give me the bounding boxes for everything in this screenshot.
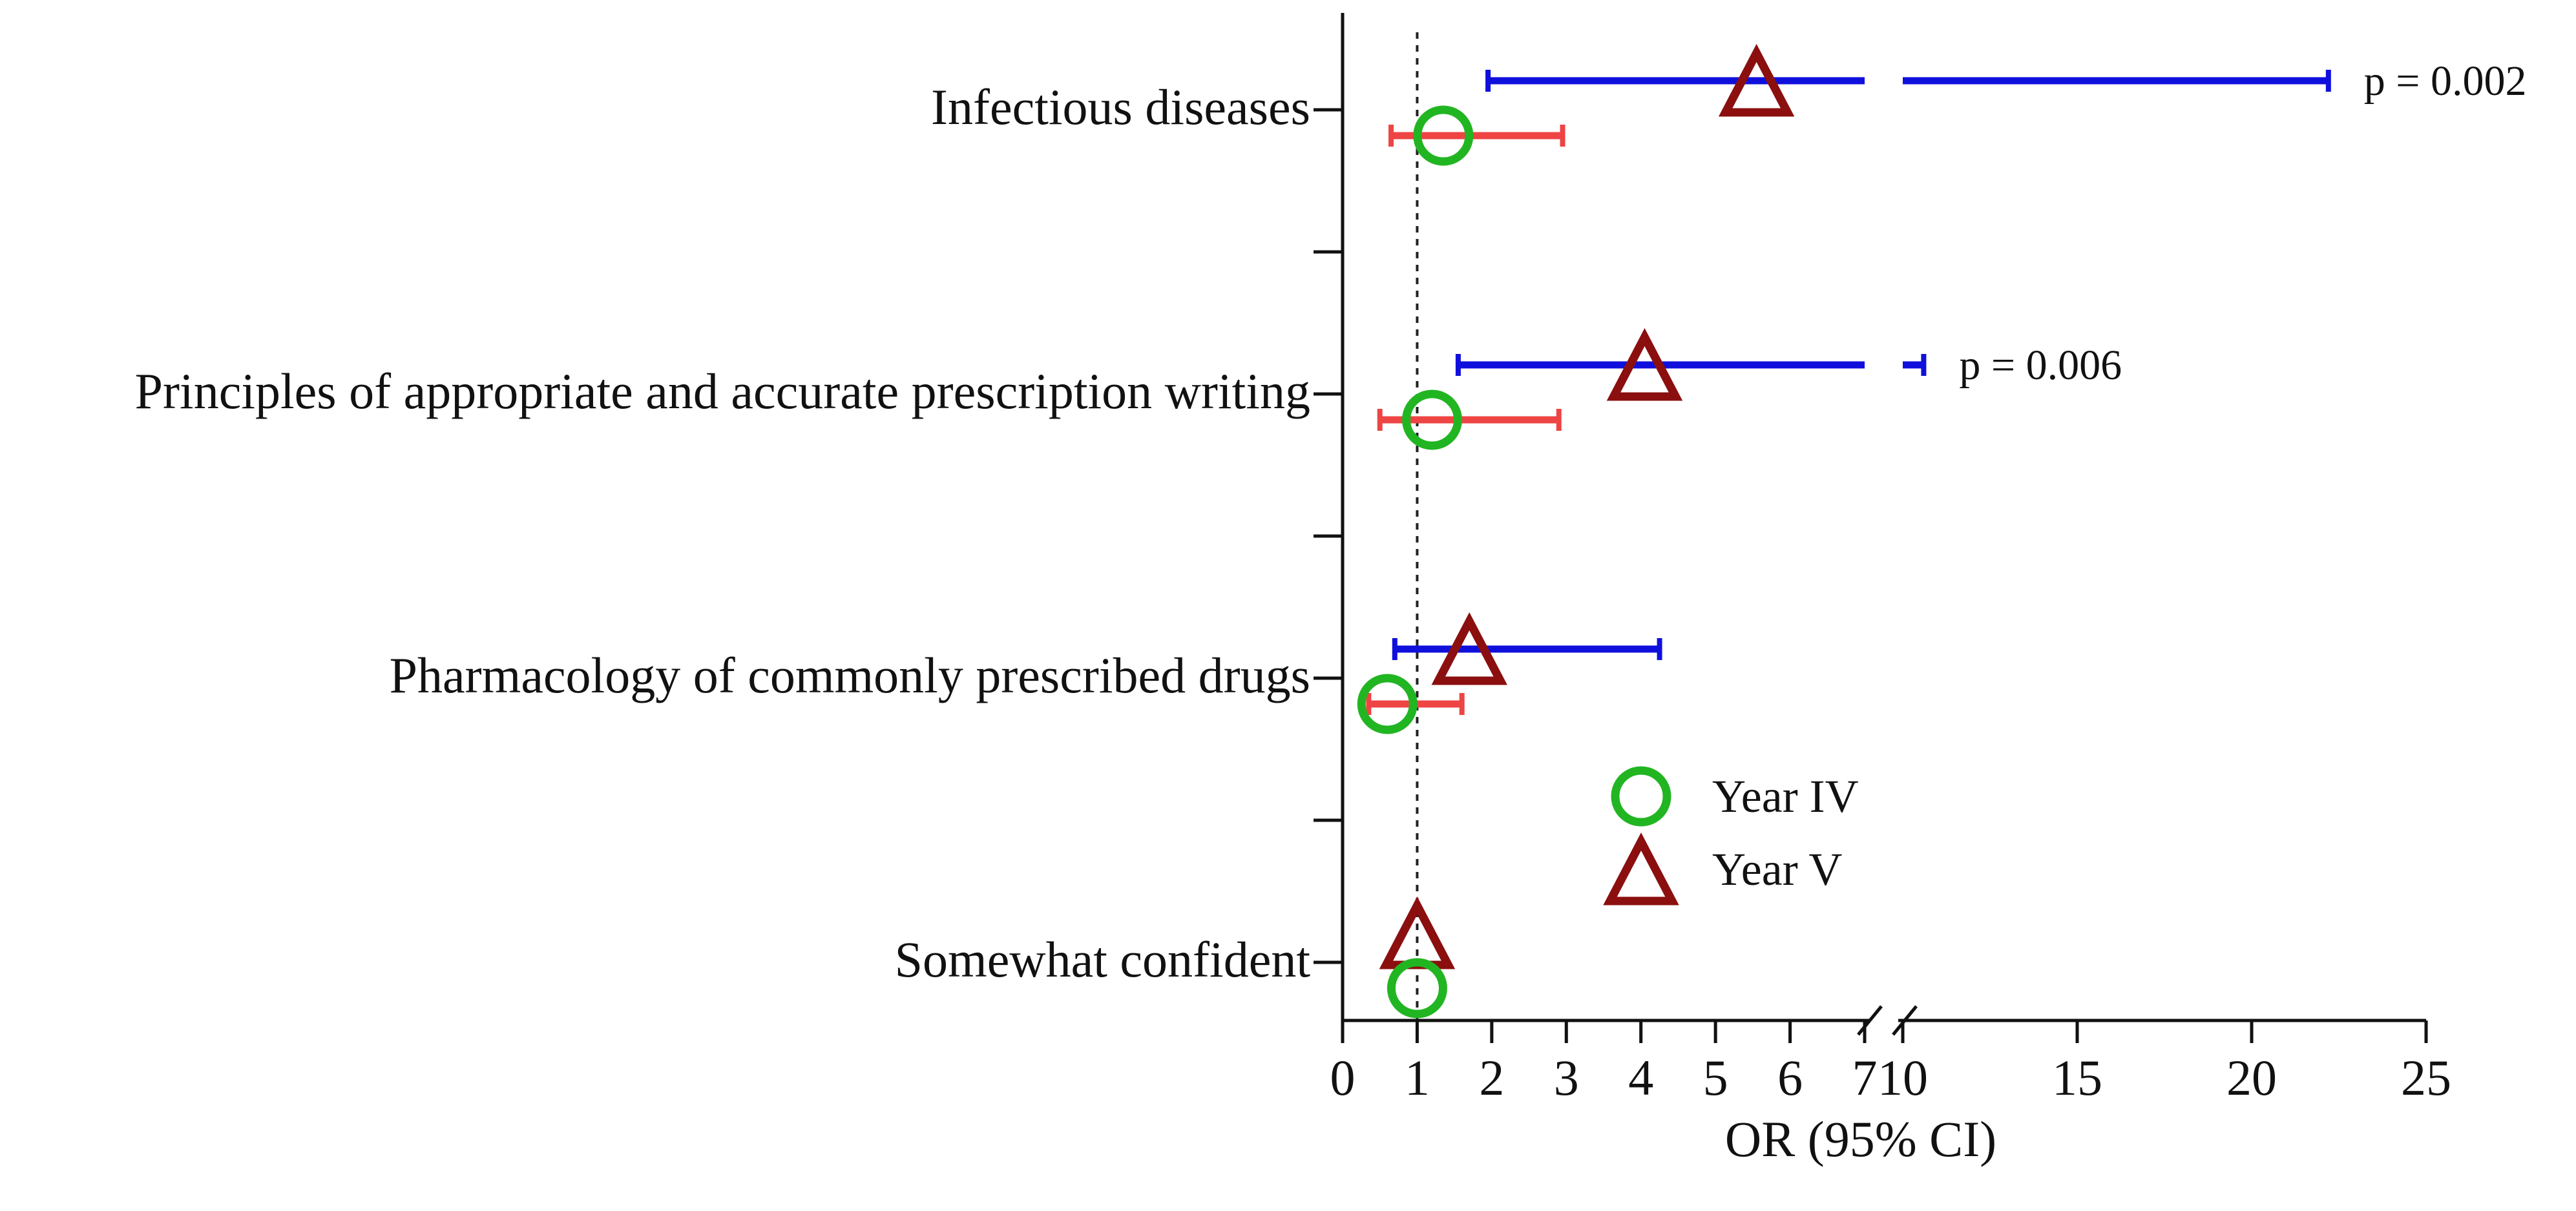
year-v-triangle-marker xyxy=(1718,43,1795,117)
x-tick-label: 20 xyxy=(2226,1050,2277,1106)
x-tick-label: 7 xyxy=(1852,1050,1878,1106)
year-v-triangle-marker xyxy=(1431,612,1507,685)
legend-year-iv-marker xyxy=(1611,766,1671,827)
category-label: Principles of appropriate and accurate p… xyxy=(135,363,1310,419)
year-iv-circle-marker xyxy=(1387,958,1447,1019)
x-tick-label: 10 xyxy=(1878,1050,1928,1106)
p-value-label: p = 0.002 xyxy=(2364,57,2527,105)
category-label: Pharmacology of commonly prescribed drug… xyxy=(390,647,1310,703)
legend-year-v-marker xyxy=(1603,832,1679,906)
x-tick-label: 2 xyxy=(1479,1050,1504,1106)
year-v-triangle-marker xyxy=(1379,896,1456,969)
x-tick-label: 5 xyxy=(1703,1050,1728,1106)
x-tick-label: 4 xyxy=(1628,1050,1653,1106)
x-axis-break-mark-right xyxy=(1892,1005,1918,1036)
legend-year-iv-label: Year IV xyxy=(1712,771,1859,822)
x-axis-break-mark-left xyxy=(1857,1005,1883,1036)
p-value-label: p = 0.006 xyxy=(1959,342,2122,389)
year-iv-circle-marker xyxy=(1413,105,1474,166)
year-iv-circle-marker xyxy=(1402,389,1463,450)
x-axis-title: OR (95% CI) xyxy=(1725,1111,1996,1167)
x-tick-label: 1 xyxy=(1405,1050,1430,1106)
category-label: Infectious diseases xyxy=(931,79,1310,135)
x-tick-label: 3 xyxy=(1554,1050,1579,1106)
x-tick-label: 25 xyxy=(2401,1050,2451,1106)
year-iv-circle-marker xyxy=(1357,674,1418,734)
x-tick-label: 6 xyxy=(1777,1050,1803,1106)
legend-year-v-label: Year V xyxy=(1712,844,1842,895)
year-v-triangle-marker xyxy=(1606,327,1683,401)
x-tick-label: 15 xyxy=(2052,1050,2102,1106)
x-tick-label: 0 xyxy=(1330,1050,1356,1106)
category-label: Somewhat confident xyxy=(895,931,1311,988)
